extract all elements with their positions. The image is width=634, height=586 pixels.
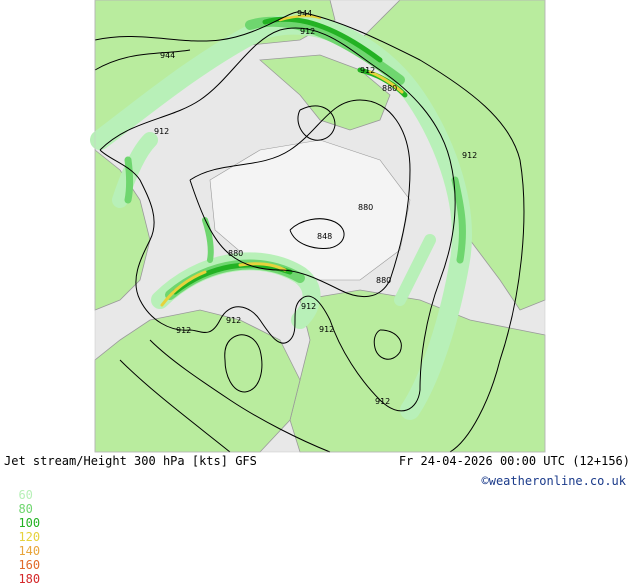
legend-level-60: 60 bbox=[18, 488, 33, 502]
contour-label: 912 bbox=[301, 302, 316, 311]
contour-label: 848 bbox=[317, 232, 332, 241]
contour-label: 880 bbox=[376, 276, 391, 285]
contour-label: 880 bbox=[358, 203, 373, 212]
contour-label: 944 bbox=[297, 9, 312, 18]
jet-bands bbox=[90, 14, 472, 420]
contour-label: 912 bbox=[154, 127, 169, 136]
contour-label: 880 bbox=[228, 249, 243, 258]
legend-level-80: 80 bbox=[18, 502, 33, 516]
contour-labels: 944 944 912 912 912 912 912 912 912 912 … bbox=[154, 9, 477, 406]
legend-level-140: 140 bbox=[18, 544, 41, 558]
map-frame bbox=[94, 0, 546, 453]
contour-label: 912 bbox=[176, 326, 191, 335]
jet-stream-map: 944 944 912 912 912 912 912 912 912 912 … bbox=[90, 0, 546, 453]
legend-level-180: 180 bbox=[18, 572, 41, 586]
contour-label: 912 bbox=[462, 151, 477, 160]
contour-label: 912 bbox=[300, 27, 315, 36]
arctic-ocean bbox=[209, 139, 411, 281]
height-contours bbox=[94, 11, 525, 453]
contour-label: 912 bbox=[360, 66, 375, 75]
speed-legend: 60 80 100 120 140 160 180 bbox=[4, 474, 42, 586]
contour-label: 944 bbox=[160, 51, 175, 60]
legend-level-120: 120 bbox=[18, 530, 41, 544]
legend-level-160: 160 bbox=[18, 558, 41, 572]
contour-label: 880 bbox=[382, 84, 397, 93]
contour-label: 912 bbox=[226, 316, 241, 325]
contour-label: 912 bbox=[375, 397, 390, 406]
map-title: Jet stream/Height 300 hPa [kts] GFS bbox=[4, 454, 257, 468]
legend-level-100: 100 bbox=[18, 516, 41, 530]
contour-label: 912 bbox=[319, 325, 334, 334]
valid-time: Fr 24-04-2026 00:00 UTC (12+156) bbox=[398, 454, 630, 468]
credit-link[interactable]: ©weatheronline.co.uk bbox=[481, 474, 627, 488]
